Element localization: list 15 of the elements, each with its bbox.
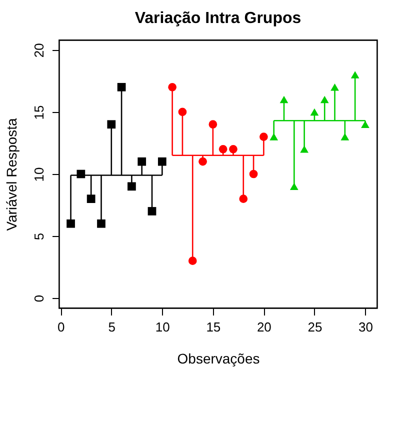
x-tick-label: 20 bbox=[256, 320, 272, 334]
y-tick-label: 10 bbox=[32, 167, 46, 182]
y-axis-title: Variável Resposta bbox=[4, 118, 20, 231]
x-tick-label: 25 bbox=[308, 320, 322, 334]
y-tick-label: 5 bbox=[32, 232, 46, 240]
x-tick-label: 15 bbox=[206, 320, 221, 334]
x-tick-label: 5 bbox=[108, 320, 116, 334]
x-tick-label: 30 bbox=[358, 320, 373, 334]
x-tick-label: 0 bbox=[58, 320, 65, 334]
x-axis-title: Observações bbox=[177, 350, 260, 366]
y-tick-label: 0 bbox=[32, 294, 46, 302]
y-tick-label: 15 bbox=[32, 105, 46, 120]
y-tick-label: 20 bbox=[32, 43, 46, 58]
x-tick-label: 10 bbox=[155, 320, 170, 334]
chart-title: Variação Intra Grupos bbox=[134, 10, 302, 27]
